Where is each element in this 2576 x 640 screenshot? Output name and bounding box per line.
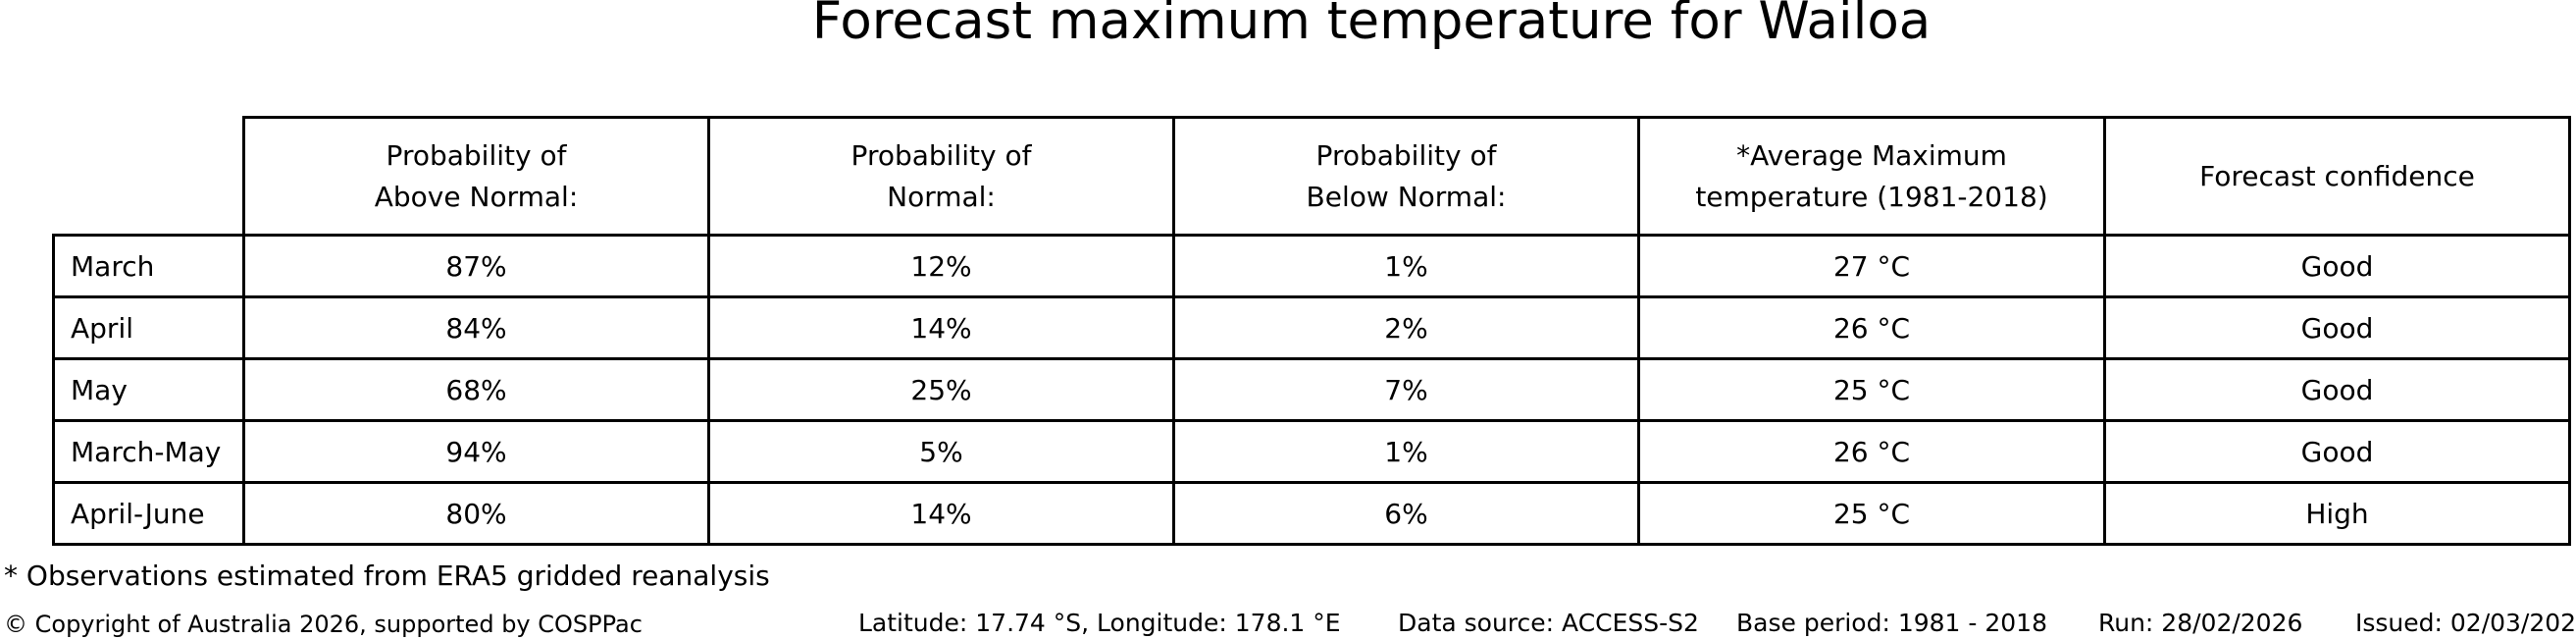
table-row: March 87% 12% 1% 27 °C Good <box>52 234 2571 298</box>
table-header-row: Probability of Above Normal: Probability… <box>54 116 2571 237</box>
average-max-temperature-cell: 25 °C <box>1637 357 2106 422</box>
average-max-temperature-cell: 26 °C <box>1637 295 2106 360</box>
below-normal-cell: 1% <box>1172 234 1640 298</box>
table-row: March-May 94% 5% 1% 26 °C Good <box>52 419 2571 484</box>
copyright-text: © Copyright of Australia 2026, supported… <box>4 611 643 638</box>
table-row: April 84% 14% 2% 26 °C Good <box>52 295 2571 360</box>
column-header-below-normal: Probability of Below Normal: <box>1172 116 1640 237</box>
normal-cell: 14% <box>707 295 1175 360</box>
normal-cell: 5% <box>707 419 1175 484</box>
above-normal-cell: 87% <box>242 234 710 298</box>
forecast-confidence-cell: Good <box>2103 419 2571 484</box>
column-header-normal: Probability of Normal: <box>707 116 1175 237</box>
data-source-text: Data source: ACCESS-S2 <box>1398 609 1699 637</box>
period-cell: April <box>52 295 245 360</box>
location-text: Latitude: 17.74 °S, Longitude: 178.1 °E <box>858 609 1341 637</box>
normal-cell: 25% <box>707 357 1175 422</box>
observations-footnote: * Observations estimated from ERA5 gridd… <box>4 560 770 592</box>
below-normal-cell: 2% <box>1172 295 1640 360</box>
below-normal-cell: 6% <box>1172 481 1640 546</box>
run-date-text: Run: 28/02/2026 <box>2098 609 2303 637</box>
normal-cell: 14% <box>707 481 1175 546</box>
column-header-average-max-temperature: *Average Maximum temperature (1981-2018) <box>1637 116 2106 237</box>
above-normal-cell: 84% <box>242 295 710 360</box>
table-corner-cell <box>54 118 244 236</box>
forecast-confidence-cell: Good <box>2103 234 2571 298</box>
forecast-table: Probability of Above Normal: Probability… <box>52 116 2571 546</box>
column-header-forecast-confidence: Forecast confidence <box>2103 116 2571 237</box>
period-cell: April-June <box>52 481 245 546</box>
below-normal-cell: 7% <box>1172 357 1640 422</box>
period-cell: March-May <box>52 419 245 484</box>
below-normal-cell: 1% <box>1172 419 1640 484</box>
forecast-confidence-cell: High <box>2103 481 2571 546</box>
forecast-confidence-cell: Good <box>2103 357 2571 422</box>
base-period-text: Base period: 1981 - 2018 <box>1736 609 2047 637</box>
table-row: April-June 80% 14% 6% 25 °C High <box>52 481 2571 546</box>
period-cell: March <box>52 234 245 298</box>
above-normal-cell: 80% <box>242 481 710 546</box>
table-row: May 68% 25% 7% 25 °C Good <box>52 357 2571 422</box>
period-cell: May <box>52 357 245 422</box>
normal-cell: 12% <box>707 234 1175 298</box>
average-max-temperature-cell: 27 °C <box>1637 234 2106 298</box>
above-normal-cell: 68% <box>242 357 710 422</box>
column-header-above-normal: Probability of Above Normal: <box>242 116 710 237</box>
issued-date-text: Issued: 02/03/2026 <box>2355 609 2576 637</box>
page-title: Forecast maximum temperature for Wailoa <box>811 0 1932 51</box>
average-max-temperature-cell: 26 °C <box>1637 419 2106 484</box>
above-normal-cell: 94% <box>242 419 710 484</box>
forecast-confidence-cell: Good <box>2103 295 2571 360</box>
average-max-temperature-cell: 25 °C <box>1637 481 2106 546</box>
